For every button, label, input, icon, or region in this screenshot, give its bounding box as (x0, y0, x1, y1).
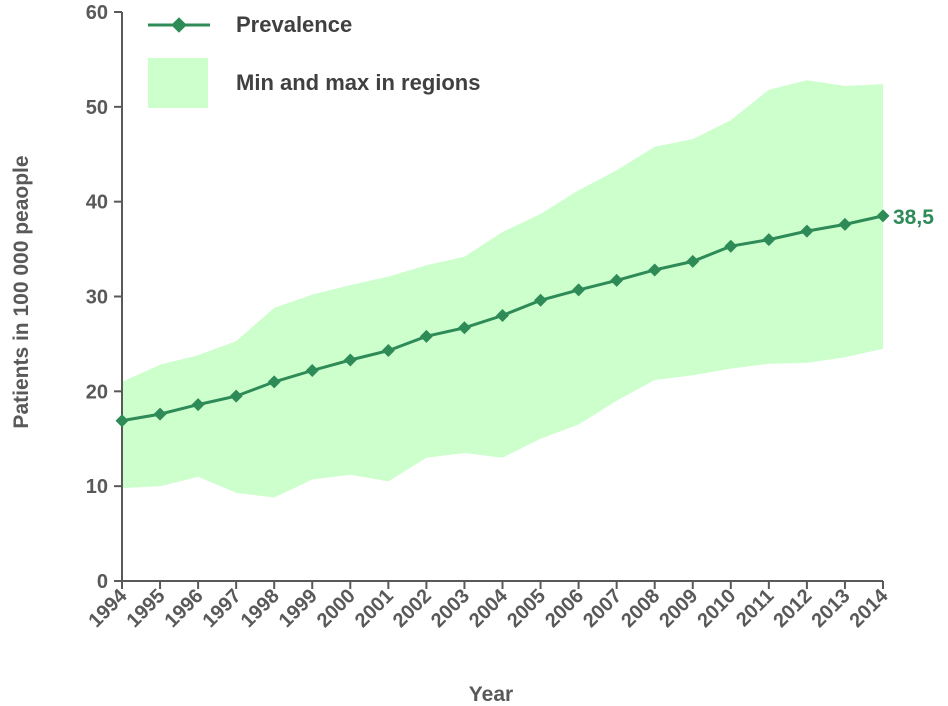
legend: Prevalence Min and max in regions (148, 12, 480, 108)
x-tick-label: 2009 (655, 585, 702, 632)
y-tick-label: 0 (97, 571, 108, 593)
legend-diamond-icon (171, 17, 187, 33)
y-tick-label: 20 (86, 381, 108, 403)
y-tick-label: 10 (86, 476, 108, 498)
prevalence-marker (419, 329, 433, 343)
min-max-range-area (122, 80, 883, 498)
x-ticks: 1994199519961997199819992000200120022003… (85, 581, 894, 632)
prevalence-marker (191, 398, 205, 412)
prevalence-marker (686, 254, 700, 268)
prevalence-marker (572, 283, 586, 297)
y-ticks: 0 10 20 30 40 50 60 (86, 2, 122, 593)
y-tick-label: 60 (86, 2, 108, 24)
prevalence-marker (762, 233, 776, 247)
prevalence-marker (838, 217, 852, 231)
prevalence-marker (305, 363, 319, 377)
x-tick-label: 2011 (732, 585, 778, 631)
x-tick-label: 2012 (769, 585, 816, 632)
x-tick-label: 2002 (389, 585, 436, 632)
prevalence-marker (381, 344, 395, 358)
prevalence-marker (115, 414, 129, 428)
x-tick-label: 2013 (807, 585, 854, 632)
x-tick-label: 2000 (313, 585, 360, 632)
prevalence-marker (534, 293, 548, 307)
prevalence-marker (724, 239, 738, 253)
x-tick-label: 2003 (427, 585, 474, 632)
x-tick-label: 1998 (237, 585, 284, 632)
x-tick-label: 1995 (123, 585, 170, 632)
y-tick-label: 50 (86, 97, 108, 119)
end-value-label: 38,5 (893, 206, 934, 229)
y-axis-title: Patients in 100 000 peaople (10, 155, 33, 428)
x-tick-label: 2008 (617, 585, 664, 632)
x-tick-label: 2001 (351, 585, 398, 632)
x-axis-title: Year (469, 683, 513, 706)
x-tick-label: 2006 (541, 585, 588, 632)
x-tick-label: 1999 (275, 585, 322, 632)
prevalence-marker (153, 407, 167, 421)
prevalence-marker (610, 273, 624, 287)
x-tick-label: 1994 (85, 584, 133, 632)
prevalence-markers (115, 209, 890, 428)
legend-area-swatch (148, 58, 208, 108)
prevalence-marker (343, 353, 357, 367)
x-tick-label: 2007 (579, 585, 626, 632)
x-tick-label: 2005 (503, 585, 550, 632)
x-tick-label: 2004 (465, 584, 513, 632)
y-tick-label: 30 (86, 287, 108, 309)
prevalence-marker (496, 308, 509, 322)
prevalence-marker (267, 375, 281, 389)
legend-label-min-max: Min and max in regions (236, 70, 480, 95)
x-tick-label: 2014 (846, 584, 894, 632)
prevalence-marker (229, 389, 243, 403)
x-tick-label: 2010 (693, 585, 740, 632)
range-area-layer (122, 80, 883, 498)
prevalence-marker (876, 209, 890, 223)
x-tick-label: 1997 (199, 585, 246, 632)
y-tick-label: 40 (86, 192, 108, 214)
x-tick-label: 1996 (161, 585, 208, 632)
prevalence-marker (800, 224, 814, 238)
prevalence-marker (648, 263, 662, 277)
prevalence-marker (457, 321, 471, 335)
legend-label-prevalence: Prevalence (236, 12, 352, 37)
